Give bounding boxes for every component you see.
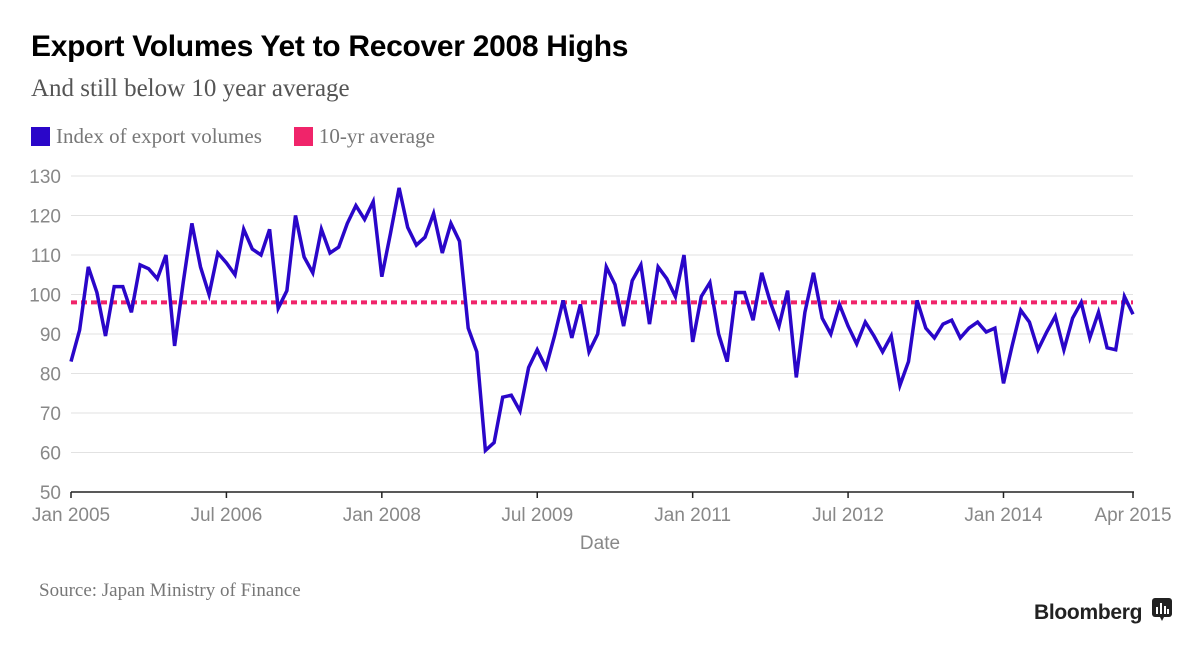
series-line-export-index	[69, 187, 1135, 455]
legend-label-10yr-average: 10-yr average	[318, 124, 435, 148]
brand-logo: Bloomberg	[1034, 598, 1173, 627]
bloomberg-chart-icon	[1152, 598, 1173, 627]
gridlines	[71, 175, 1133, 453]
series-layer	[69, 187, 1135, 455]
x-tick-label: Jan 2008	[343, 505, 421, 526]
x-tick-label: Jul 2009	[501, 505, 573, 526]
legend-swatch-export-index	[31, 127, 50, 146]
x-axis-title: Date	[580, 533, 620, 554]
x-tick-label: Jul 2012	[812, 505, 884, 526]
y-tick-label: 70	[40, 404, 61, 425]
x-tick-label: Apr 2015	[1094, 505, 1171, 526]
legend: Index of export volumes 10-yr average	[31, 124, 467, 149]
x-tick-label: Jul 2006	[190, 505, 262, 526]
chart-title: Export Volumes Yet to Recover 2008 Highs	[31, 30, 629, 63]
legend-label-export-index: Index of export volumes	[56, 124, 262, 148]
y-axis-ticks: 50 60 70 80 90 100 110 120 130	[29, 167, 61, 504]
y-tick-label: 60	[40, 444, 61, 465]
legend-item-10yr-average: 10-yr average	[293, 124, 435, 149]
y-tick-label: 50	[40, 483, 61, 504]
legend-item-export-index: Index of export volumes	[31, 124, 262, 149]
x-axis: Jan 2005 Jul 2006 Jan 2008 Jul 2009 Jan 2011…	[32, 491, 1172, 526]
y-tick-label: 80	[40, 365, 61, 386]
chart-subtitle: And still below 10 year average	[31, 75, 350, 102]
legend-swatch-10yr-average	[293, 127, 313, 146]
x-tick-label: Jan 2014	[964, 505, 1043, 526]
x-tick-label: Jan 2005	[32, 505, 110, 526]
x-tick-label: Jan 2011	[654, 505, 731, 526]
y-tick-label: 130	[29, 167, 61, 188]
y-tick-label: 110	[31, 246, 61, 267]
y-tick-label: 120	[29, 207, 61, 228]
y-tick-label: 90	[40, 325, 61, 346]
brand-name: Bloomberg	[1034, 600, 1143, 624]
source-note: Source: Japan Ministry of Finance	[39, 580, 301, 601]
y-tick-label: 100	[29, 286, 61, 307]
